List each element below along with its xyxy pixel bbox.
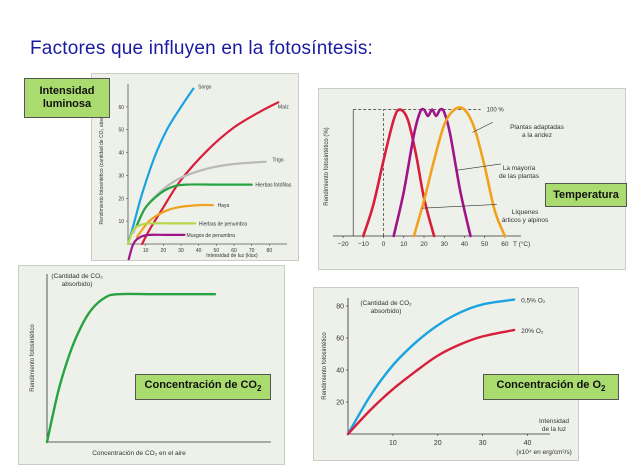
x-axis-label-2: de la luz xyxy=(542,426,566,433)
x-axis-unit: (x10⁴ en erg/cm²/s) xyxy=(516,449,572,456)
panel-temperature: 100 % −20 −10 0 10 20 30 40 50 60 T (°C) Rendimient… xyxy=(318,88,626,270)
y-tick-label: 60 xyxy=(118,105,124,111)
tag-o2-sub: 2 xyxy=(601,384,606,394)
x-axis-label-1: Intensidad xyxy=(539,418,569,425)
annotation-line-1: (Cantidad de CO₂ xyxy=(51,273,103,280)
x-tick-label: 0 xyxy=(382,241,386,248)
series-line-0-5-o xyxy=(346,298,516,436)
series-label-musgos-de-penumbra: Musgos de penumbra xyxy=(187,233,236,239)
page-title: Factores que influyen en la fotosíntesis… xyxy=(30,38,374,59)
x-tick-label: 10 xyxy=(143,248,149,254)
series-label-20-o: 20% O₂ xyxy=(521,328,544,335)
x-tick-label: 50 xyxy=(481,241,489,248)
y-axis-label: Rendimiento fotosintético xyxy=(322,332,328,400)
chart-o2: 20 40 60 80 10 20 30 40 (Cantidad de CO₂absorbid… xyxy=(322,298,572,456)
x-tick-label: 30 xyxy=(178,248,184,254)
x-tick-label: 20 xyxy=(434,440,442,447)
series-line-plantas-adaptadas-a-la-aridez xyxy=(412,106,507,238)
series-line-li-quenes-a-rticos-y-alpinos xyxy=(362,108,436,238)
x-tick-label: 10 xyxy=(389,440,397,447)
series-label-mai-z: Maíz xyxy=(278,104,289,110)
leader-liquenes xyxy=(421,204,497,209)
x-tick-label: 40 xyxy=(524,440,532,447)
tag-temperature: Temperatura xyxy=(545,183,627,207)
label-mayoria-1: La mayoría xyxy=(503,165,536,172)
series-label-hierbas-foto-filas: Hierbas fotófilas xyxy=(255,183,291,189)
label-liquenes-2: árticos y alpinos xyxy=(502,217,549,224)
x-tick-label: −20 xyxy=(338,241,349,248)
x-axis-label: Concentración de CO₂ en el aire xyxy=(92,450,186,457)
series-line-20-o xyxy=(346,328,516,436)
series-label-0-5-o: 0,5% O₂ xyxy=(521,298,546,305)
label-liquenes-1: Líquenes xyxy=(512,209,539,216)
series-line-hierbas-foto-filas xyxy=(135,183,253,227)
tag-co2: Concentración de CO2 xyxy=(135,374,271,400)
x-tick-label: −10 xyxy=(358,241,369,248)
label-aridez-1: Plantas adaptadas xyxy=(510,124,565,131)
x-tick-label: 70 xyxy=(249,248,255,254)
x-tick-label: 60 xyxy=(231,248,237,254)
tag-o2: Concentración de O2 xyxy=(483,374,619,400)
x-tick-label: 60 xyxy=(501,241,509,248)
annotation-line-2: absorbido) xyxy=(62,281,93,288)
y-tick-label: 80 xyxy=(336,304,344,311)
x-tick-label: 30 xyxy=(441,241,449,248)
annotation-line-1: (Cantidad de CO₂ xyxy=(360,300,412,307)
annotation-line-2: absorbido) xyxy=(371,308,402,315)
x-axis-label: T (°C) xyxy=(513,240,530,248)
y-tick-label: 40 xyxy=(118,151,124,157)
tag-co2-label: Concentración de CO2 xyxy=(145,379,262,395)
y-axis-label: Rendimiento fotosintético xyxy=(30,324,36,392)
series-line-la-mayori-a-de-las-plantas xyxy=(392,107,472,238)
y-tick-label: 20 xyxy=(118,196,124,202)
leader-aridez xyxy=(472,122,493,133)
x-tick-label: 40 xyxy=(196,248,202,254)
x-tick-label: 80 xyxy=(267,248,273,254)
series-label-hierbas-de-penumbra: Hierbas de penumbra xyxy=(199,221,247,227)
panel-light: 10 20 30 40 50 60 10 20 30 40 50 60 70 80 Intensidad d… xyxy=(91,73,299,264)
tag-o2-text: Concentración de O xyxy=(496,378,602,391)
ref-line-label: 100 % xyxy=(487,108,505,114)
tag-co2-sub: 2 xyxy=(257,384,262,394)
x-tick-label: 20 xyxy=(161,248,167,254)
x-tick-label: 50 xyxy=(214,248,220,254)
y-tick-label: 60 xyxy=(336,336,344,343)
tag-co2-text: Concentración de CO xyxy=(144,378,257,391)
y-tick-label: 40 xyxy=(336,368,344,375)
x-tick-label: 20 xyxy=(420,241,428,248)
series-line-sorgo xyxy=(126,87,195,246)
y-axis-label: Rendimiento fotosintético (cantidad de C… xyxy=(99,103,105,224)
label-aridez-2: a la aridez xyxy=(522,132,552,139)
label-mayoria-2: de las plantas xyxy=(499,173,540,180)
x-tick-label: 10 xyxy=(400,241,408,248)
y-tick-label: 50 xyxy=(118,128,124,134)
series-line-co2 xyxy=(45,292,217,444)
series-line-hierbas-de-penumbra xyxy=(126,222,197,246)
chart-temperature: 100 % −20 −10 0 10 20 30 40 50 60 T (°C) Rendimient… xyxy=(324,106,565,248)
panel-co2: (Cantidad de CO₂ absorbido) Rendimiento fo… xyxy=(18,265,285,465)
y-axis-label: Rendimiento fotosintético (%) xyxy=(324,127,330,205)
x-axis-label: Intensidad de luz (klux) xyxy=(206,253,258,259)
series-line-musgos-de-penumbra xyxy=(126,233,186,264)
series-line-haya xyxy=(135,203,214,239)
series-label-trigo: Trigo xyxy=(272,157,283,163)
series-label-sorgo: Sorgo xyxy=(198,84,212,90)
tag-light-label: Intensidad luminosa xyxy=(39,85,95,110)
series-line-mai-z xyxy=(141,101,280,246)
tag-o2-label: Concentración de O2 xyxy=(497,379,606,395)
y-tick-label: 20 xyxy=(336,400,344,407)
leader-mayoria xyxy=(456,163,501,171)
series-label-haya: Haya xyxy=(218,203,230,209)
x-tick-label: 30 xyxy=(479,440,487,447)
y-tick-label: 10 xyxy=(118,219,124,225)
y-tick-label: 30 xyxy=(118,173,124,179)
tag-temperature-label: Temperatura xyxy=(553,188,619,201)
x-tick-label: 40 xyxy=(461,241,469,248)
tag-light: Intensidad luminosa xyxy=(24,78,110,118)
chart-light: 10 20 30 40 50 60 10 20 30 40 50 60 70 80 Intensidad d… xyxy=(99,84,292,264)
